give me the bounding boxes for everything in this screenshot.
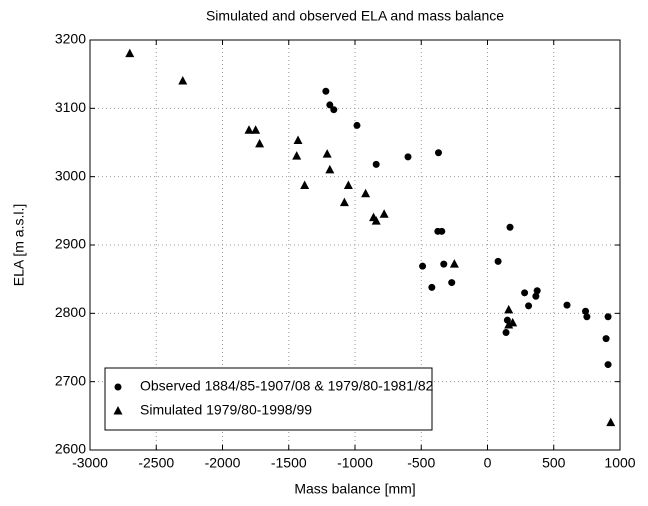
- circle-point: [353, 121, 361, 129]
- triangle-point: [113, 406, 123, 415]
- triangle-point: [361, 188, 371, 198]
- triangle-point: [178, 76, 188, 85]
- circle-point: [583, 313, 591, 321]
- triangle-point: [504, 319, 514, 329]
- circle-point: [330, 106, 338, 114]
- legend-box: [104, 367, 433, 431]
- plot-frame: [89, 39, 621, 451]
- x-tick-label: 500: [542, 455, 566, 471]
- circle-point: [532, 292, 540, 300]
- circle-point: [434, 149, 442, 157]
- x-tick-label: -1500: [271, 455, 307, 471]
- circle-point: [502, 328, 510, 336]
- x-tick-label: -1000: [337, 455, 373, 471]
- chart-title: Simulated and observed ELA and mass bala…: [206, 8, 504, 24]
- triangle-point: [292, 151, 302, 160]
- triangle-point: [325, 164, 335, 174]
- x-tick-label: -2000: [205, 455, 241, 471]
- y-tick-label: 2900: [55, 236, 86, 252]
- triangle-point: [125, 48, 135, 58]
- y-axis-label: ELA [m a.s.l.]: [11, 204, 27, 286]
- triangle-point: [244, 125, 254, 134]
- x-tick-label: 1000: [604, 455, 635, 471]
- circle-point: [448, 279, 456, 287]
- triangle-point: [379, 209, 389, 218]
- triangle-point: [371, 216, 381, 225]
- y-tick-label: 2800: [55, 304, 86, 320]
- circle-point: [114, 383, 122, 391]
- y-tick-label: 2600: [55, 441, 86, 457]
- circle-point: [404, 153, 412, 161]
- circle-point: [428, 283, 436, 291]
- legend-label: Simulated 1979/80-1998/99: [140, 402, 312, 418]
- triangle-point: [255, 138, 265, 148]
- circle-point: [494, 257, 502, 265]
- triangle-point: [322, 149, 332, 158]
- circle-point: [322, 87, 330, 95]
- triangle-point: [449, 259, 459, 268]
- circle-point: [440, 260, 448, 268]
- circle-point: [521, 289, 529, 297]
- circle-point: [372, 160, 380, 168]
- x-tick-label: -500: [407, 455, 435, 471]
- x-tick-label: -2500: [138, 455, 174, 471]
- triangle-point: [251, 125, 261, 134]
- triangle-point: [343, 180, 353, 190]
- circle-point: [326, 101, 334, 109]
- triangle-point: [300, 180, 310, 190]
- triangle-point: [504, 304, 514, 314]
- y-tick-label: 3200: [55, 31, 86, 47]
- x-tick-label: -3000: [72, 455, 108, 471]
- triangle-point: [293, 135, 303, 144]
- circle-point: [604, 361, 612, 369]
- circle-point: [533, 287, 541, 295]
- y-tick-label: 3100: [55, 99, 86, 115]
- circle-point: [525, 302, 533, 310]
- circle-point: [604, 313, 612, 321]
- triangle-point: [606, 417, 616, 427]
- x-tick-label: 0: [484, 455, 492, 471]
- x-axis-label: Mass balance [mm]: [294, 481, 415, 497]
- circle-point: [438, 227, 446, 235]
- y-tick-label: 2700: [55, 372, 86, 388]
- circle-point: [506, 223, 514, 231]
- circle-point: [582, 307, 590, 315]
- circle-point: [563, 301, 571, 309]
- circle-point: [602, 335, 610, 343]
- legend-label: Observed 1884/85-1907/08 & 1979/80-1981/…: [140, 378, 434, 394]
- y-tick-label: 3000: [55, 167, 86, 183]
- triangle-point: [339, 197, 349, 207]
- circle-point: [419, 262, 427, 270]
